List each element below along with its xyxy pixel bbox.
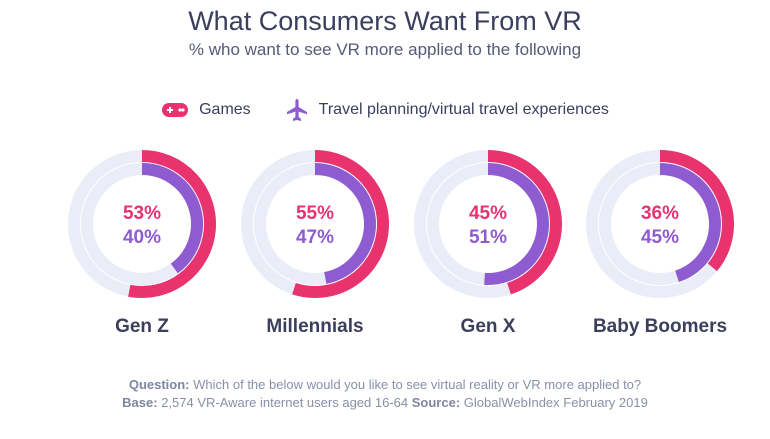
legend-item-games: Games	[161, 101, 251, 119]
travel-arc	[314, 163, 376, 284]
travel-value-label: 51%	[469, 227, 507, 248]
category-label: Baby Boomers	[593, 316, 727, 337]
legend-label: Games	[199, 101, 251, 118]
games-value-label: 45%	[469, 203, 507, 224]
category-label: Gen X	[461, 316, 516, 337]
legend-item-travel: Travel planning/virtual travel experienc…	[285, 98, 609, 122]
gamepad-icon	[162, 103, 189, 117]
category-label: Gen Z	[115, 316, 169, 337]
travel-value-label: 47%	[296, 227, 334, 248]
footer: Question: Which of the below would you l…	[0, 376, 770, 412]
airplane-icon	[286, 99, 307, 121]
games-arc	[487, 150, 562, 295]
travel-arc	[141, 163, 203, 274]
games-value-label: 55%	[296, 203, 334, 224]
games-arc	[128, 150, 216, 298]
games-value-label: 36%	[641, 203, 679, 224]
games-arc	[659, 150, 734, 272]
travel-value-label: 40%	[123, 227, 161, 248]
games-value-label: 53%	[123, 203, 161, 224]
chart-subtitle: % who want to see VR more applied to the…	[188, 40, 582, 59]
chart-title: What Consumers Want From VR	[188, 6, 582, 36]
travel-value-label: 45%	[641, 227, 679, 248]
legend: Games Travel planning/virtual travel exp…	[0, 98, 770, 122]
legend-label: Travel planning/virtual travel experienc…	[318, 101, 609, 118]
travel-arc	[484, 163, 549, 285]
footer-question: Question: Which of the below would you l…	[128, 377, 642, 392]
games-arc	[292, 150, 389, 298]
travel-arc	[659, 163, 721, 283]
footer-base: Base: 2,574 VR-Aware internet users aged…	[122, 395, 648, 410]
category-label: Millennials	[266, 316, 363, 337]
